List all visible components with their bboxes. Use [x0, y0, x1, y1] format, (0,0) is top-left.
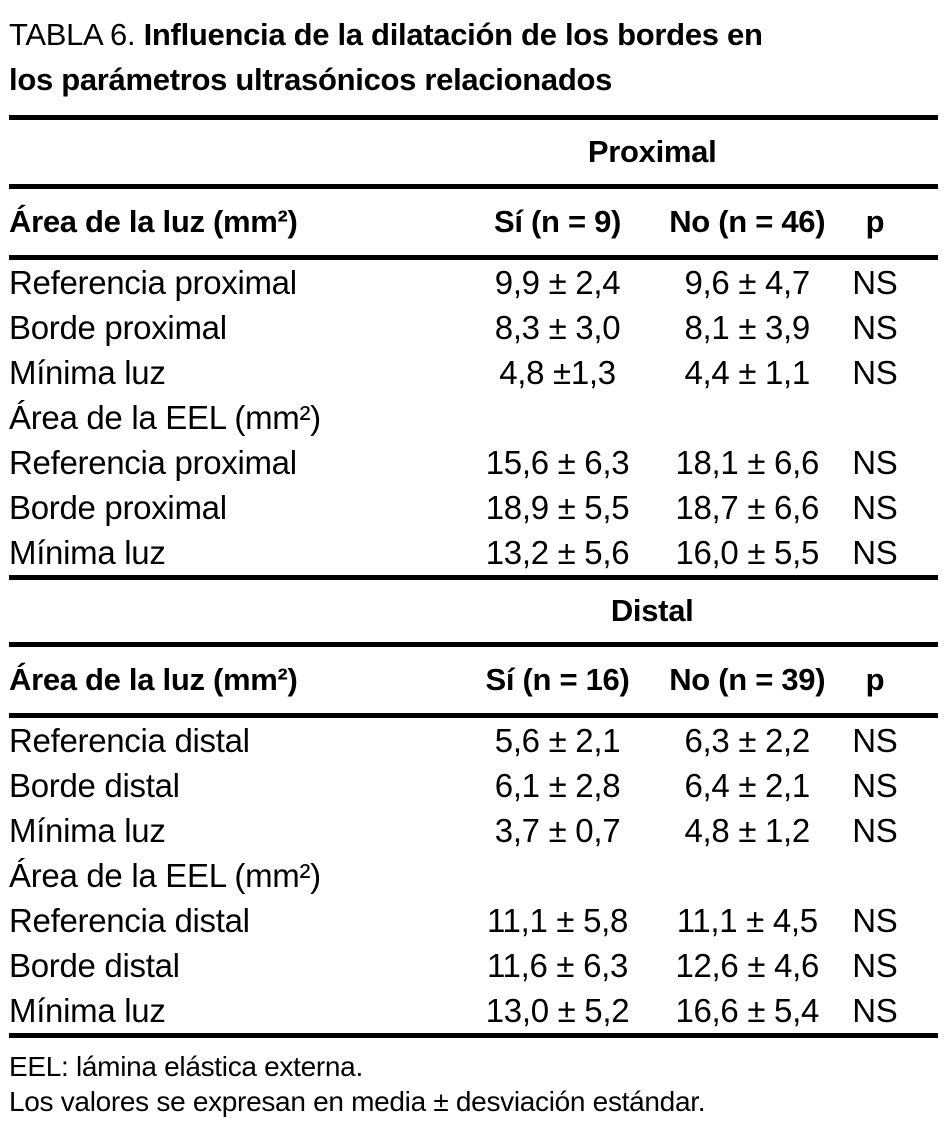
empty-cell [9, 117, 437, 189]
row-label: Mínima luz [9, 811, 166, 849]
column-header-si: Sí (n = 16) [436, 644, 641, 718]
table-row: Mínima luz 13,0 ± 5,2 16,6 ± 5,4 NS [9, 988, 938, 1036]
table-number-label: TABLA 6. [9, 17, 136, 52]
column-header-label: Área de la luz (mm²) [9, 186, 437, 260]
value-no: 16,6 ± 5,4 [675, 991, 820, 1029]
p-value: NS [852, 991, 898, 1029]
column-header-no: No (n = 39) [640, 644, 836, 718]
value-no: 18,7 ± 6,6 [675, 488, 820, 526]
p-value: NS [852, 263, 898, 301]
value-no: 8,1 ± 3,9 [684, 308, 810, 346]
value-si [436, 853, 640, 898]
row-label: Borde proximal [9, 488, 227, 526]
column-header-row: Área de la luz (mm²) Sí (n = 9) No (n = … [9, 186, 938, 260]
table-subsection-row: Área de la EEL (mm²) [9, 853, 938, 898]
value-no: 4,8 ± 1,2 [684, 811, 810, 849]
p-value: NS [852, 488, 898, 526]
row-label: Borde distal [9, 946, 180, 984]
table-row: Mínima luz 13,2 ± 5,6 16,0 ± 5,5 NS [9, 530, 938, 578]
value-no [641, 853, 836, 898]
table-footnotes: EEL: lámina elástica externa. Los valore… [9, 1049, 938, 1119]
table-row: Borde distal 6,1 ± 2,8 6,4 ± 2,1 NS [9, 763, 938, 808]
subsection-label: Área de la EEL (mm²) [9, 856, 321, 894]
p-value: NS [852, 766, 898, 804]
p-value: NS [852, 443, 898, 481]
value-si: 3,7 ± 0,7 [494, 811, 621, 849]
section-header-distal: Distal [9, 575, 938, 647]
p-value: NS [852, 811, 898, 849]
value-si: 11,6 ± 6,3 [486, 946, 629, 984]
p-value: NS [852, 901, 898, 939]
value-no: 18,1 ± 6,6 [675, 443, 820, 481]
section-title: Proximal [436, 117, 938, 189]
value-si: 13,2 ± 5,6 [485, 533, 630, 571]
subsection-label: Área de la EEL (mm²) [9, 398, 321, 436]
ultrasound-parameters-table: Proximal Área de la luz (mm²) Sí (n = 9)… [9, 115, 938, 1038]
row-label: Mínima luz [9, 991, 166, 1029]
value-si: 13,0 ± 5,2 [485, 991, 630, 1029]
table-row: Borde proximal 18,9 ± 5,5 18,7 ± 6,6 NS [9, 485, 938, 530]
row-label: Borde distal [9, 766, 180, 804]
value-si: 15,6 ± 6,3 [485, 443, 630, 481]
value-si: 11,1 ± 5,8 [486, 901, 629, 939]
row-label: Referencia distal [9, 901, 250, 939]
column-header-label: Área de la luz (mm²) [9, 644, 437, 718]
value-si: 6,1 ± 2,8 [494, 766, 621, 804]
value-si [436, 395, 640, 440]
table-title: TABLA 6. Influencia de la dilatación de … [9, 12, 938, 102]
p-value: NS [852, 308, 898, 346]
table-title-line2: los parámetros ultrasónicos relacionados [9, 62, 613, 97]
value-si: 18,9 ± 5,5 [485, 488, 630, 526]
table-row: Mínima luz 4,8 ±1,3 4,4 ± 1,1 NS [9, 350, 938, 395]
p-value [836, 395, 938, 440]
value-no: 12,6 ± 4,6 [675, 946, 820, 984]
column-header-p: p [835, 186, 938, 260]
column-header-row: Área de la luz (mm²) Sí (n = 16) No (n =… [9, 644, 938, 718]
value-si: 5,6 ± 2,1 [494, 721, 621, 759]
p-value: NS [852, 533, 898, 571]
empty-cell [9, 575, 437, 647]
table-subsection-row: Área de la EEL (mm²) [9, 395, 938, 440]
p-value [836, 853, 938, 898]
value-no: 6,3 ± 2,2 [684, 721, 810, 759]
value-no: 6,4 ± 2,1 [684, 766, 810, 804]
p-value: NS [852, 946, 898, 984]
section-title: Distal [436, 575, 938, 647]
column-header-no: No (n = 46) [640, 186, 836, 260]
table-row: Referencia proximal 15,6 ± 6,3 18,1 ± 6,… [9, 440, 938, 485]
table-row: Referencia distal 11,1 ± 5,8 11,1 ± 4,5 … [9, 898, 938, 943]
table-row: Mínima luz 3,7 ± 0,7 4,8 ± 1,2 NS [9, 808, 938, 853]
table-row: Borde distal 11,6 ± 6,3 12,6 ± 4,6 NS [9, 943, 938, 988]
value-no: 4,4 ± 1,1 [684, 353, 810, 391]
row-label: Mínima luz [9, 353, 166, 391]
table-row: Borde proximal 8,3 ± 3,0 8,1 ± 3,9 NS [9, 305, 938, 350]
table-row: Referencia distal 5,6 ± 2,1 6,3 ± 2,2 NS [9, 716, 938, 764]
section-header-proximal: Proximal [9, 117, 938, 189]
column-header-si: Sí (n = 9) [436, 186, 641, 260]
row-label: Referencia proximal [9, 443, 297, 481]
value-no: 9,6 ± 4,7 [684, 263, 810, 301]
value-si: 9,9 ± 2,4 [494, 263, 621, 301]
p-value: NS [852, 353, 898, 391]
value-si: 8,3 ± 3,0 [494, 308, 621, 346]
p-value: NS [852, 721, 898, 759]
column-header-p: p [835, 644, 938, 718]
row-label: Referencia distal [9, 721, 250, 759]
value-si: 4,8 ±1,3 [499, 353, 616, 391]
row-label: Borde proximal [9, 308, 227, 346]
table-title-line1: Influencia de la dilatación de los borde… [143, 17, 763, 52]
row-label: Referencia proximal [9, 263, 297, 301]
value-no: 11,1 ± 4,5 [676, 901, 818, 939]
footnote-abbreviation: EEL: lámina elástica externa. [9, 1051, 363, 1082]
value-no: 16,0 ± 5,5 [675, 533, 820, 571]
row-label: Mínima luz [9, 533, 166, 571]
value-no [641, 395, 836, 440]
table-row: Referencia proximal 9,9 ± 2,4 9,6 ± 4,7 … [9, 258, 938, 306]
footnote-values-note: Los valores se expresan en media ± desvi… [9, 1086, 706, 1117]
